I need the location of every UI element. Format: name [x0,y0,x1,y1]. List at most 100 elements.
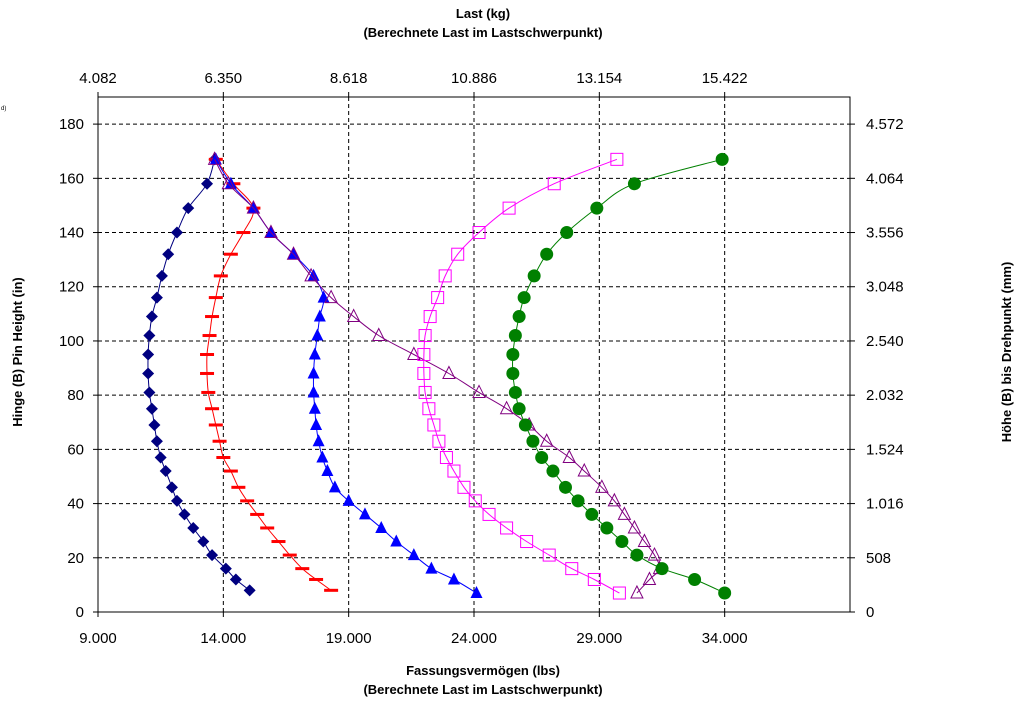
x-top-tick-label: 15.422 [702,70,748,87]
diamond-marker [162,248,175,261]
y-right-tick-label: 2.540 [866,333,904,350]
open-triangle-marker [346,308,361,323]
x-bottom-tick-label: 14.000 [200,630,246,647]
dash-marker [223,252,238,256]
open-square-marker [451,247,465,261]
diamond-marker [170,494,183,507]
open-triangle-marker [472,384,486,398]
triangle-marker [375,520,388,533]
x-top-axis-subtitle: (Berechnete Last im Lastschwerpunkt) [363,25,602,40]
series-line [512,158,725,594]
dash-marker [201,390,216,394]
y-left-tick-label: 20 [67,550,84,567]
corner-mark: d) [1,106,6,112]
triangle-marker [264,225,277,238]
y-left-tick-label: 160 [59,170,84,187]
open-triangle-marker [539,433,554,447]
open-square-marker [432,434,446,448]
open-square-marker [610,152,624,166]
diamond-marker [229,573,242,586]
open-square-marker [431,291,445,305]
triangle-marker [308,347,321,360]
diamond-marker [243,584,256,597]
x-bottom-tick-label: 29.000 [576,630,622,647]
open-triangle-marker [304,267,318,282]
series-line [214,159,661,594]
circle-marker [630,548,644,562]
open-triangle-marker [324,289,338,304]
circle-marker [526,434,540,448]
x-top-tick-label: 13.154 [576,70,622,87]
y-right-tick-label: 3.048 [866,279,904,296]
open-square-marker [482,507,496,521]
x-top-tick-label: 8.618 [330,70,368,87]
open-square-marker [612,586,626,600]
open-square-marker [468,494,482,508]
open-square-marker [542,548,556,562]
diamond-marker [145,402,158,415]
diamond-marker [219,562,232,575]
diamond-marker [142,367,155,380]
circle-marker [558,480,572,494]
open-square-marker [438,269,452,283]
open-triangle-marker [407,346,421,360]
x-bottom-axis-title: Fassungsvermögen (lbs) [406,663,560,678]
triangle-marker [307,366,320,379]
circle-marker [508,385,522,399]
circle-marker [517,291,531,305]
y-right-tick-label: 1.016 [866,496,904,513]
dash-marker [282,553,297,557]
diamond-marker [148,418,161,431]
series-diamond [142,153,256,597]
open-triangle-marker [286,246,301,260]
diamond-marker [206,549,219,562]
open-square-marker [457,480,471,494]
triangle-marker [390,534,403,547]
dash-marker [309,577,324,581]
open-triangle-marker [577,462,592,477]
open-square-marker [417,366,431,380]
dash-marker [271,540,286,544]
diamond-marker [159,465,172,478]
circle-marker [615,535,629,549]
dash-marker [200,353,215,356]
y-left-tick-label: 140 [59,225,84,242]
y-left-tick-label: 40 [67,496,84,513]
circle-marker [546,464,560,478]
triangle-marker [447,572,460,585]
grid-lines [98,97,850,612]
open-triangle-marker [617,506,632,520]
series-layer [142,151,732,600]
triangle-marker [316,450,329,463]
dash-marker [223,469,238,473]
circle-marker [655,562,669,576]
dash-marker [212,439,227,443]
circle-marker [585,507,599,521]
dash-marker [236,231,251,235]
y-right-tick-label: 3.556 [866,225,904,242]
triangle-marker [470,586,483,599]
x-bottom-axis-subtitle: (Berechnete Last im Lastschwerpunkt) [363,682,602,697]
open-square-marker [418,329,432,343]
series-open-square [417,152,626,600]
open-triangle-marker [442,365,456,379]
circle-marker [600,521,614,535]
dash-marker [205,315,220,319]
open-square-marker [472,226,486,240]
circle-marker [560,226,574,240]
y-left-tick-label: 180 [59,116,84,133]
triangle-marker [407,548,420,561]
open-triangle-marker [562,449,577,463]
diamond-marker [143,329,156,342]
y-right-tick-label: 2.032 [866,387,904,404]
dash-marker [216,456,231,459]
diamond-marker [143,386,156,399]
dash-marker [213,274,228,278]
open-triangle-marker [499,400,514,415]
open-square-marker [447,464,461,478]
dash-marker [202,334,217,338]
y-left-tick-label: 120 [59,279,84,296]
plot-frame [93,92,855,617]
open-triangle-marker [630,584,644,599]
open-square-marker [565,562,579,576]
